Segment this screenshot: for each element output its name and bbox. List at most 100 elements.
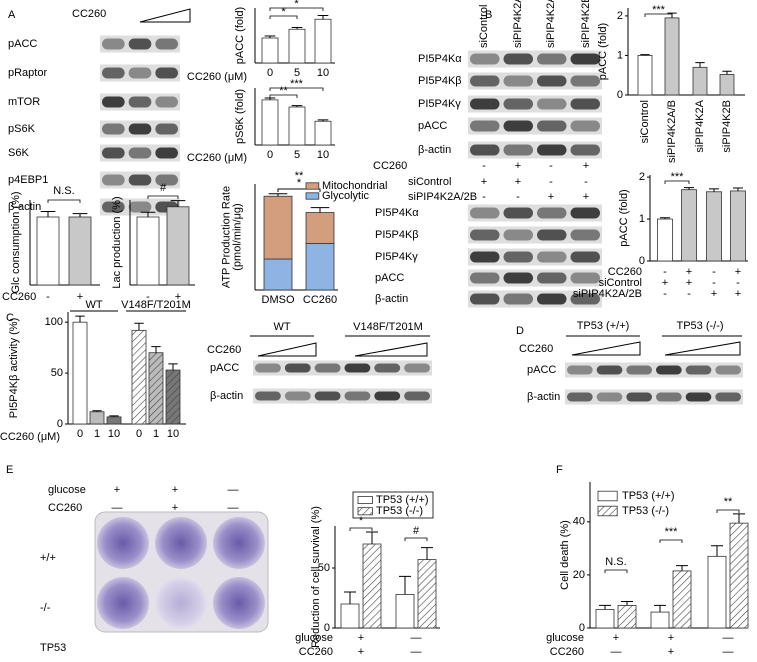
error-bar	[599, 604, 611, 610]
error-bar	[75, 315, 85, 323]
x-tick-label: 0	[267, 149, 273, 161]
blot-row-label: β-actin	[8, 201, 41, 213]
row-sign: +	[358, 646, 364, 658]
blot-band	[255, 363, 281, 373]
blot-band	[570, 144, 600, 156]
blot-band	[155, 67, 178, 79]
row-label: glucose	[295, 632, 333, 644]
bar	[672, 570, 692, 629]
blot-row-label: mTOR	[8, 96, 40, 108]
plate-label: TP53	[40, 642, 66, 654]
bar	[263, 258, 293, 291]
blot-band	[503, 144, 533, 156]
row-sign: —	[411, 646, 422, 658]
blot-band	[596, 365, 623, 375]
group-label: TP53 (+/+)	[577, 320, 630, 332]
row-sign: —	[411, 632, 422, 644]
row-sign: -	[146, 291, 150, 303]
blot-band	[656, 365, 682, 375]
condition-sign: +	[172, 502, 178, 514]
row-sign: -	[736, 277, 740, 289]
significance-bracket	[404, 537, 428, 541]
blot-band	[155, 147, 178, 159]
blot-band	[685, 392, 712, 402]
row-sign: -	[687, 288, 691, 300]
group-label: WT	[273, 321, 290, 333]
blot-band	[537, 75, 567, 87]
blot-band	[626, 392, 652, 402]
error-bar	[711, 545, 723, 557]
column-label: siPIP4K2B	[580, 0, 592, 48]
error-bar	[660, 217, 670, 220]
x-tick-label: 10	[108, 428, 120, 440]
blot-row-label: p4EBP1	[8, 174, 48, 186]
blot-band	[503, 120, 533, 132]
blot-row-label: pACC	[375, 272, 404, 284]
panel-letter: D	[516, 325, 524, 337]
row-sign: +	[668, 632, 674, 644]
blot-band	[470, 272, 500, 284]
blot-band	[537, 53, 567, 65]
y-axis-label: Lac production (%)	[111, 196, 123, 288]
y-tick-label: 2	[617, 10, 623, 22]
condition-label: glucose	[48, 484, 86, 496]
blot-band	[128, 174, 152, 186]
significance-label: ***	[671, 171, 685, 183]
blot-strip	[468, 141, 602, 159]
error-bar	[733, 513, 745, 524]
legend-swatch	[305, 182, 320, 190]
legend-box	[352, 491, 434, 519]
bar	[706, 191, 722, 262]
condition-sign: +	[172, 484, 178, 496]
x-tick-label: siControl	[639, 100, 651, 143]
row-sign: +	[662, 277, 668, 289]
blot-band	[503, 98, 533, 110]
error-bar	[695, 62, 705, 68]
error-bar	[310, 207, 330, 213]
blot-band	[470, 229, 500, 241]
bar	[68, 216, 92, 286]
blot-band	[314, 363, 341, 373]
blot-strip	[468, 290, 602, 308]
blot-band	[128, 123, 152, 135]
y-axis-label: Cell death (%)	[559, 520, 571, 590]
error-bar	[317, 15, 329, 20]
blot-band	[570, 251, 600, 263]
bar	[650, 611, 670, 629]
condition-sign: +	[515, 160, 521, 172]
blot-band	[537, 98, 567, 110]
bar	[261, 99, 279, 146]
significance-bracket	[644, 13, 673, 17]
error-bar	[168, 363, 178, 371]
treatment-label: CC260	[519, 343, 553, 355]
significance-bracket	[47, 199, 81, 203]
error-bar	[151, 346, 161, 353]
bar	[417, 559, 437, 629]
bar	[362, 543, 382, 629]
blot-band	[570, 293, 600, 305]
error-bar	[291, 27, 303, 30]
blot-band	[537, 207, 567, 219]
bar	[305, 212, 335, 244]
blot-band	[470, 293, 500, 305]
blot-band	[570, 98, 600, 110]
legend-swatch	[597, 490, 618, 502]
dose-wedge	[571, 341, 641, 356]
y-axis-label: pS6K (fold)	[234, 89, 246, 144]
bar	[314, 18, 332, 64]
condition-sign: -	[549, 160, 553, 172]
bar	[106, 416, 122, 425]
error-bar	[684, 187, 694, 190]
bar	[314, 120, 332, 146]
condition-sign: -	[482, 160, 486, 172]
bar	[729, 522, 749, 629]
blot-band	[155, 174, 178, 186]
error-bar	[72, 213, 88, 217]
panel-letter: E	[6, 464, 13, 476]
condition-sign: +	[583, 191, 589, 203]
x-tick-label: 5	[294, 149, 300, 161]
blot-strip	[468, 117, 602, 135]
condition-sign: —	[228, 502, 239, 514]
dose-wedge	[664, 341, 741, 356]
row-sign: -	[712, 277, 716, 289]
